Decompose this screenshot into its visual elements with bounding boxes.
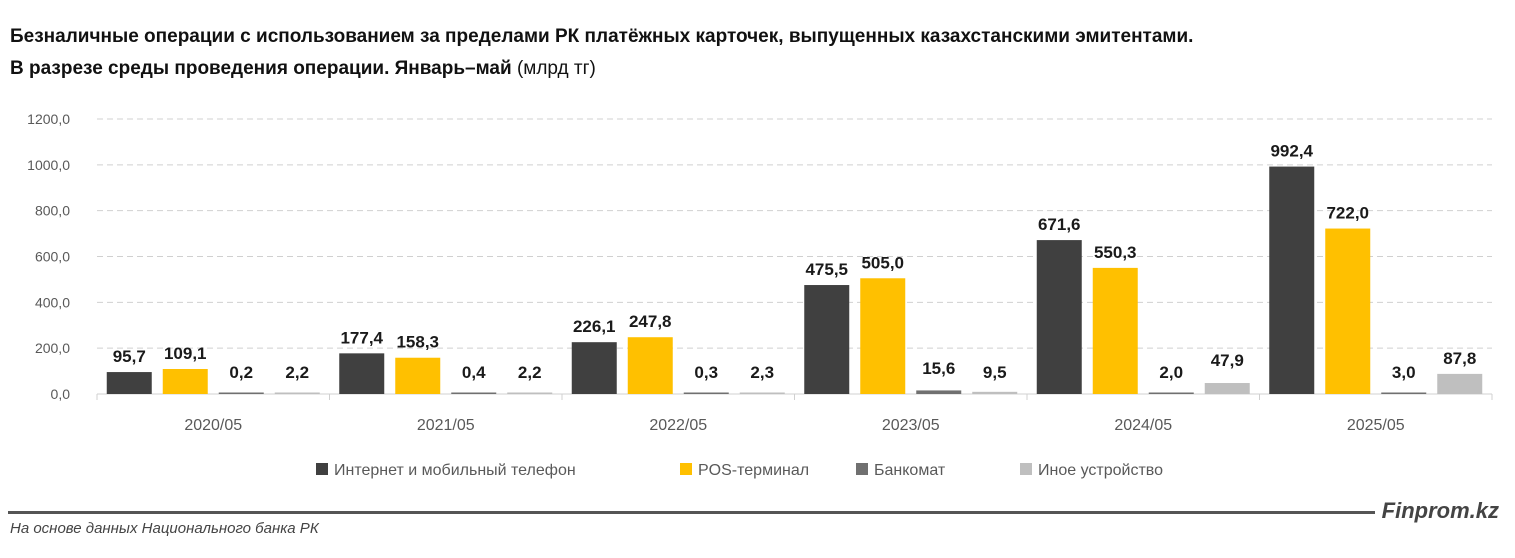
bar-3 xyxy=(451,392,497,394)
data-label: 247,8 xyxy=(629,312,672,331)
bar-2 xyxy=(395,357,441,394)
data-label: 2,0 xyxy=(1159,363,1183,382)
data-label: 992,4 xyxy=(1270,142,1313,161)
data-label: 0,4 xyxy=(462,363,486,382)
bar-1 xyxy=(571,342,617,394)
bar-3 xyxy=(683,392,729,394)
bar-1 xyxy=(1269,166,1315,394)
y-tick-label: 600,0 xyxy=(35,249,70,265)
chart-title-line1: Безналичные операции с использованием за… xyxy=(10,26,1194,47)
data-label: 722,0 xyxy=(1326,204,1369,223)
bar-1 xyxy=(804,285,850,394)
x-tick-label: 2025/05 xyxy=(1347,417,1405,434)
bar-4 xyxy=(1204,383,1250,394)
x-tick-label: 2024/05 xyxy=(1114,417,1172,434)
data-label: 2,3 xyxy=(750,363,774,382)
data-label: 2,2 xyxy=(518,363,542,382)
data-label: 15,6 xyxy=(922,359,955,378)
x-tick-label: 2022/05 xyxy=(649,417,707,434)
x-tick-label: 2021/05 xyxy=(417,417,475,434)
bar-4 xyxy=(1437,373,1483,394)
legend-label: Иное устройство xyxy=(1038,462,1163,479)
y-tick-label: 1200,0 xyxy=(27,111,70,127)
data-label: 158,3 xyxy=(396,333,439,352)
y-tick-label: 800,0 xyxy=(35,203,70,219)
legend-swatch xyxy=(680,463,692,475)
data-label: 505,0 xyxy=(861,253,904,272)
bar-2 xyxy=(1325,228,1371,394)
chart-subtitle: В разрезе среды проведения операции. Янв… xyxy=(10,58,512,79)
y-tick-label: 1000,0 xyxy=(27,157,70,173)
legend-swatch xyxy=(316,463,328,475)
y-tick-label: 400,0 xyxy=(35,294,70,310)
data-label: 177,4 xyxy=(340,328,383,347)
data-label: 3,0 xyxy=(1392,363,1416,382)
x-tick-label: 2020/05 xyxy=(184,417,242,434)
bar-3 xyxy=(218,392,264,394)
bar-1 xyxy=(106,372,152,394)
brand-logo: Finprom.kz xyxy=(1381,498,1499,523)
data-label: 226,1 xyxy=(573,317,616,336)
x-tick-label: 2023/05 xyxy=(882,417,940,434)
data-label: 550,3 xyxy=(1094,243,1137,262)
data-label: 0,3 xyxy=(694,363,718,382)
bar-4 xyxy=(972,391,1018,394)
legend-swatch xyxy=(856,463,868,475)
bar-2 xyxy=(627,337,673,394)
data-label: 671,6 xyxy=(1038,215,1081,234)
bar-4 xyxy=(739,392,785,394)
data-label: 95,7 xyxy=(113,347,146,366)
bar-chart: 0,0 200,0 400,0 600,0 800,0 1000,0 1200,0 95,7 1… xyxy=(27,111,1493,479)
data-label: 9,5 xyxy=(983,363,1007,382)
data-label: 87,8 xyxy=(1443,349,1476,368)
data-label: 109,1 xyxy=(164,344,207,363)
bar-4 xyxy=(274,392,320,394)
bar-1 xyxy=(339,353,385,394)
y-tick-label: 0,0 xyxy=(51,386,71,402)
legend-label: POS-терминал xyxy=(698,462,809,479)
data-label: 0,2 xyxy=(229,363,253,382)
chart-title-line2: В разрезе среды проведения операции. Янв… xyxy=(10,58,596,80)
bar-2 xyxy=(1092,267,1138,394)
bar-3 xyxy=(1148,392,1194,394)
legend-swatch xyxy=(1020,463,1032,475)
bar-3 xyxy=(1381,392,1427,394)
bar-1 xyxy=(1036,240,1082,394)
legend-label: Интернет и мобильный телефон xyxy=(334,462,576,479)
bar-3 xyxy=(916,390,962,394)
bar-2 xyxy=(860,278,906,394)
data-label: 47,9 xyxy=(1211,351,1244,370)
data-label: 475,5 xyxy=(805,260,848,279)
data-label: 2,2 xyxy=(285,363,309,382)
y-tick-label: 200,0 xyxy=(35,340,70,356)
legend-label: Банкомат xyxy=(874,462,946,479)
bar-2 xyxy=(162,368,208,394)
chart-unit: (млрд тг) xyxy=(516,58,596,79)
footer-divider xyxy=(8,511,1375,514)
bar-4 xyxy=(507,392,553,394)
source-note: На основе данных Национального банка РК xyxy=(10,520,319,537)
